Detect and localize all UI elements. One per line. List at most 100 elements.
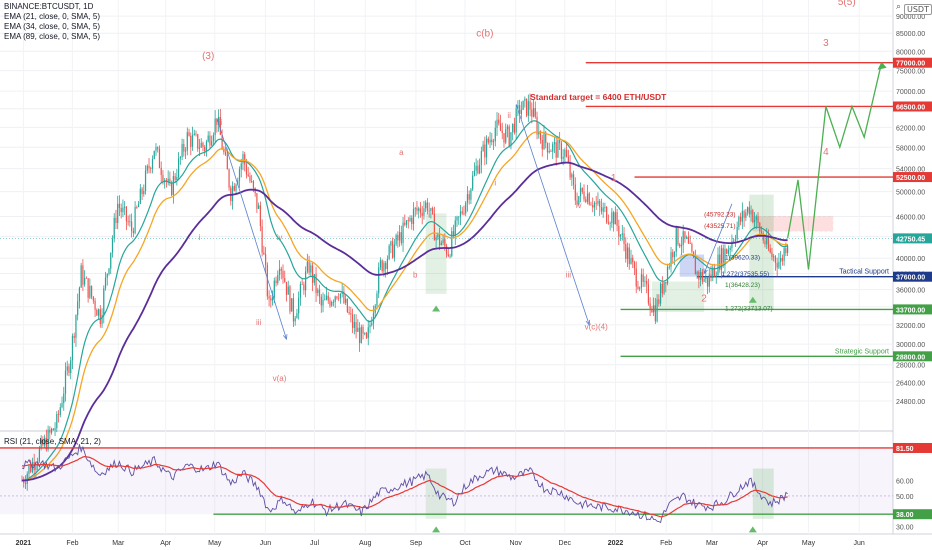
rsi-line <box>21 444 788 524</box>
candle-body <box>268 296 270 299</box>
symbol-title: BINANCE:BTCUSDT, 1D <box>4 2 94 11</box>
candle-body <box>562 156 564 159</box>
candle-body <box>578 196 580 205</box>
candle-body <box>390 241 392 246</box>
candle-body <box>430 208 432 212</box>
candle-body <box>459 211 462 217</box>
wave-label: i <box>199 233 201 242</box>
candle-body <box>699 271 702 280</box>
current-price-box <box>893 233 932 244</box>
candle-body <box>179 157 181 159</box>
candle-body <box>122 207 124 213</box>
candle-body <box>653 305 655 313</box>
candle-body <box>252 181 255 188</box>
candle-body <box>640 274 643 288</box>
candle-body <box>398 232 401 241</box>
candle-body <box>411 217 413 224</box>
candle-body <box>592 205 594 208</box>
candle-body <box>52 428 54 431</box>
candle-body <box>50 428 53 433</box>
candle-body <box>597 200 599 204</box>
candle-body <box>475 165 477 171</box>
candle-body <box>579 187 582 197</box>
candle-body <box>97 309 100 316</box>
candle-body <box>425 202 427 209</box>
currency-button[interactable]: USDT <box>904 4 932 15</box>
candle-body <box>146 165 148 171</box>
candle-body <box>595 202 597 204</box>
candle-body <box>193 133 195 135</box>
candle-body <box>106 273 108 278</box>
candle-body <box>66 366 68 371</box>
candle-body <box>378 267 380 294</box>
candle-body <box>569 161 571 178</box>
candle-body <box>54 428 56 431</box>
candle-body <box>675 227 677 252</box>
candle-body <box>80 265 82 288</box>
candle-body <box>433 213 435 241</box>
candle-body <box>774 256 777 263</box>
candle-body <box>727 249 730 254</box>
wave-label: c(b) <box>476 29 493 40</box>
candle-body <box>659 283 662 304</box>
candle-body <box>715 275 717 277</box>
candle-body <box>750 210 752 215</box>
candle-body <box>527 101 529 116</box>
rsi-band <box>0 447 893 515</box>
ema21-line <box>21 120 788 482</box>
candle-body <box>89 285 91 298</box>
candle-body <box>233 186 235 191</box>
candle-body <box>158 148 161 168</box>
wave-a-arrow-head <box>282 334 288 341</box>
candle-body <box>480 151 482 165</box>
candle-body <box>451 231 453 256</box>
candle-body <box>776 262 778 268</box>
time-tick-label: Apr <box>757 540 769 547</box>
candle-body <box>733 240 735 242</box>
candle-body <box>282 270 284 279</box>
candle-body <box>181 144 183 158</box>
time-tick-label: Dec <box>559 540 572 547</box>
candle-body <box>665 282 667 284</box>
candle-body <box>628 247 630 264</box>
wave-label: ii <box>507 111 511 120</box>
candle-body <box>503 133 505 143</box>
candle-body <box>134 207 136 233</box>
price-tick-label: 50000.00 <box>896 190 925 197</box>
candle-body <box>574 184 576 201</box>
candle-body <box>64 370 67 394</box>
candle-body <box>198 147 201 149</box>
candle-body <box>383 263 385 272</box>
candle-body <box>635 268 637 287</box>
candle-body <box>519 105 521 114</box>
candle-body <box>719 254 721 270</box>
candle-body <box>284 278 286 282</box>
candle-body <box>49 429 51 433</box>
price-tick-label: 36000.00 <box>896 288 925 295</box>
candle-body <box>632 257 634 263</box>
candle-body <box>470 189 472 200</box>
candle-body <box>75 315 77 338</box>
wave-label: iii <box>256 318 262 327</box>
candle-body <box>348 312 350 314</box>
candle-body <box>327 295 329 301</box>
level-name-label: Strategic Support <box>835 348 889 355</box>
candle-body <box>740 216 742 222</box>
candle-body <box>200 142 202 148</box>
candle-body <box>21 480 23 482</box>
candle-body <box>633 262 636 269</box>
candle-body <box>285 281 288 295</box>
candle-body <box>320 296 322 306</box>
search-icon[interactable]: ⌕ <box>896 2 902 12</box>
candle-body <box>263 252 265 255</box>
ema34-legend: EMA (34, close, 0, SMA, 5) <box>4 22 101 31</box>
price-tick-label: 40000.00 <box>896 256 925 263</box>
candle-body <box>221 134 223 150</box>
candle-body <box>277 275 279 284</box>
candle-body <box>625 244 627 259</box>
wave-label: i <box>494 179 496 188</box>
candle-body <box>602 207 604 212</box>
candle-body <box>71 335 74 361</box>
rsi-axis-label: 60.00 <box>896 479 914 486</box>
